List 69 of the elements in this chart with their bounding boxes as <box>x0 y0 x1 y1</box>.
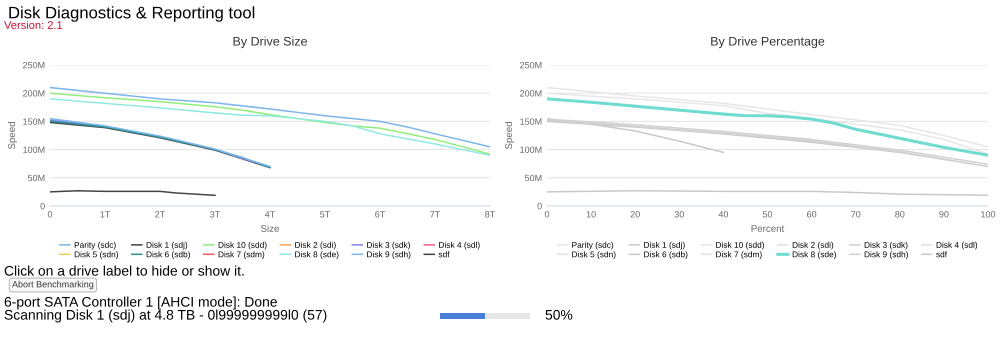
legend-label: Disk 9 (sdh) <box>367 251 410 259</box>
legend-label: Disk 8 (sde) <box>792 251 836 259</box>
legend-label: Disk 3 (sdk) <box>367 242 410 250</box>
x-axis-title: Percent <box>752 225 784 232</box>
legend-label: sdf <box>438 251 450 258</box>
legend-label: Disk 6 (sdb) <box>644 251 688 259</box>
legend-label: Disk 10 (sdd) <box>218 242 267 250</box>
y-tick-label: 100M <box>23 146 44 153</box>
legend-label: Disk 10 (sdd) <box>716 242 764 250</box>
x-tick-label: 5T <box>320 211 330 218</box>
x-tick-label: 70 <box>851 211 860 218</box>
x-tick-label: 1T <box>100 211 110 218</box>
text: Scanning Disk 1 (sdj) at 4.8 TB - 0l999999999l0 (57) <box>4 310 326 322</box>
legend-label: Parity (sdc) <box>572 242 614 250</box>
legend-label: Disk 5 (sdn) <box>74 251 118 259</box>
y-tick-label: 50M <box>524 174 542 182</box>
chart-title: By Drive Percentage <box>711 36 824 48</box>
x-tick-label: 4T <box>264 211 276 218</box>
x-tick-label: 0 <box>48 211 52 218</box>
text: Disk Diagnostics & Reporting tool <box>9 6 254 22</box>
x-tick-label: 3T <box>210 211 220 218</box>
legend-label: Disk 7 (sdm) <box>716 251 762 259</box>
x-tick-label: 30 <box>674 211 684 218</box>
text: Click on a drive label to hide or show it. <box>4 266 244 276</box>
y-axis-title: Speed <box>504 122 514 150</box>
legend-label: Disk 3 (sdk) <box>864 242 908 250</box>
text: Version: 2.1 <box>4 20 62 29</box>
y-axis-title: Speed <box>8 122 18 150</box>
y-tick-label: 150M <box>23 118 44 125</box>
y-tick-label: 250M <box>23 62 44 68</box>
text: Abort Benchmarking <box>12 280 94 290</box>
x-tick-label: 0 <box>544 211 550 218</box>
x-tick-label: 10 <box>586 211 596 218</box>
x-axis-title: Size <box>260 224 280 232</box>
legend-label: Disk 2 (sdi) <box>792 242 834 250</box>
legend-label: Disk 5 (sdn) <box>572 251 616 259</box>
legend-label: Disk 9 (sdh) <box>864 251 908 259</box>
x-tick-label: 8T <box>485 211 496 218</box>
text: 6-port SATA Controller 1 [AHCI mode]: Done <box>4 296 277 310</box>
legend-label: Disk 4 (sdl) <box>936 242 978 250</box>
y-tick-label: 100M <box>520 146 542 153</box>
text: 50% <box>546 310 572 320</box>
legend-label: Disk 1 (sdj) <box>146 242 188 250</box>
y-tick-label: 50M <box>28 174 44 182</box>
legend-label: Disk 8 (sde) <box>295 251 338 259</box>
legend-label: Disk 1 (sdj) <box>644 242 685 250</box>
legend-label: sdf <box>936 251 948 258</box>
y-tick-label: 250M <box>520 62 542 68</box>
x-tick-label: 6T <box>375 211 386 218</box>
x-tick-label: 90 <box>939 211 949 218</box>
x-tick-label: 40 <box>718 211 728 218</box>
x-tick-label: 50 <box>762 211 772 218</box>
y-tick-label: 0 <box>537 202 542 210</box>
y-tick-label: 150M <box>520 118 542 125</box>
x-tick-label: 80 <box>895 211 904 218</box>
legend-label: Disk 4 (sdl) <box>439 242 480 250</box>
y-tick-label: 200M <box>520 90 542 97</box>
chart-title: By Drive Size <box>234 36 307 48</box>
legend-label: Disk 7 (sdm) <box>218 251 264 259</box>
x-tick-label: 60 <box>807 211 816 218</box>
x-tick-label: 7T <box>430 211 440 218</box>
y-tick-label: 200M <box>23 90 44 97</box>
legend-label: Parity (sdc) <box>74 242 116 250</box>
legend-label: Disk 6 (sdb) <box>146 251 190 259</box>
x-tick-label: 2T <box>155 211 166 218</box>
x-tick-label: 20 <box>630 211 640 218</box>
x-tick-label: 100 <box>981 211 996 218</box>
y-tick-label: 0 <box>40 202 45 210</box>
legend-label: Disk 2 (sdi) <box>295 242 336 250</box>
